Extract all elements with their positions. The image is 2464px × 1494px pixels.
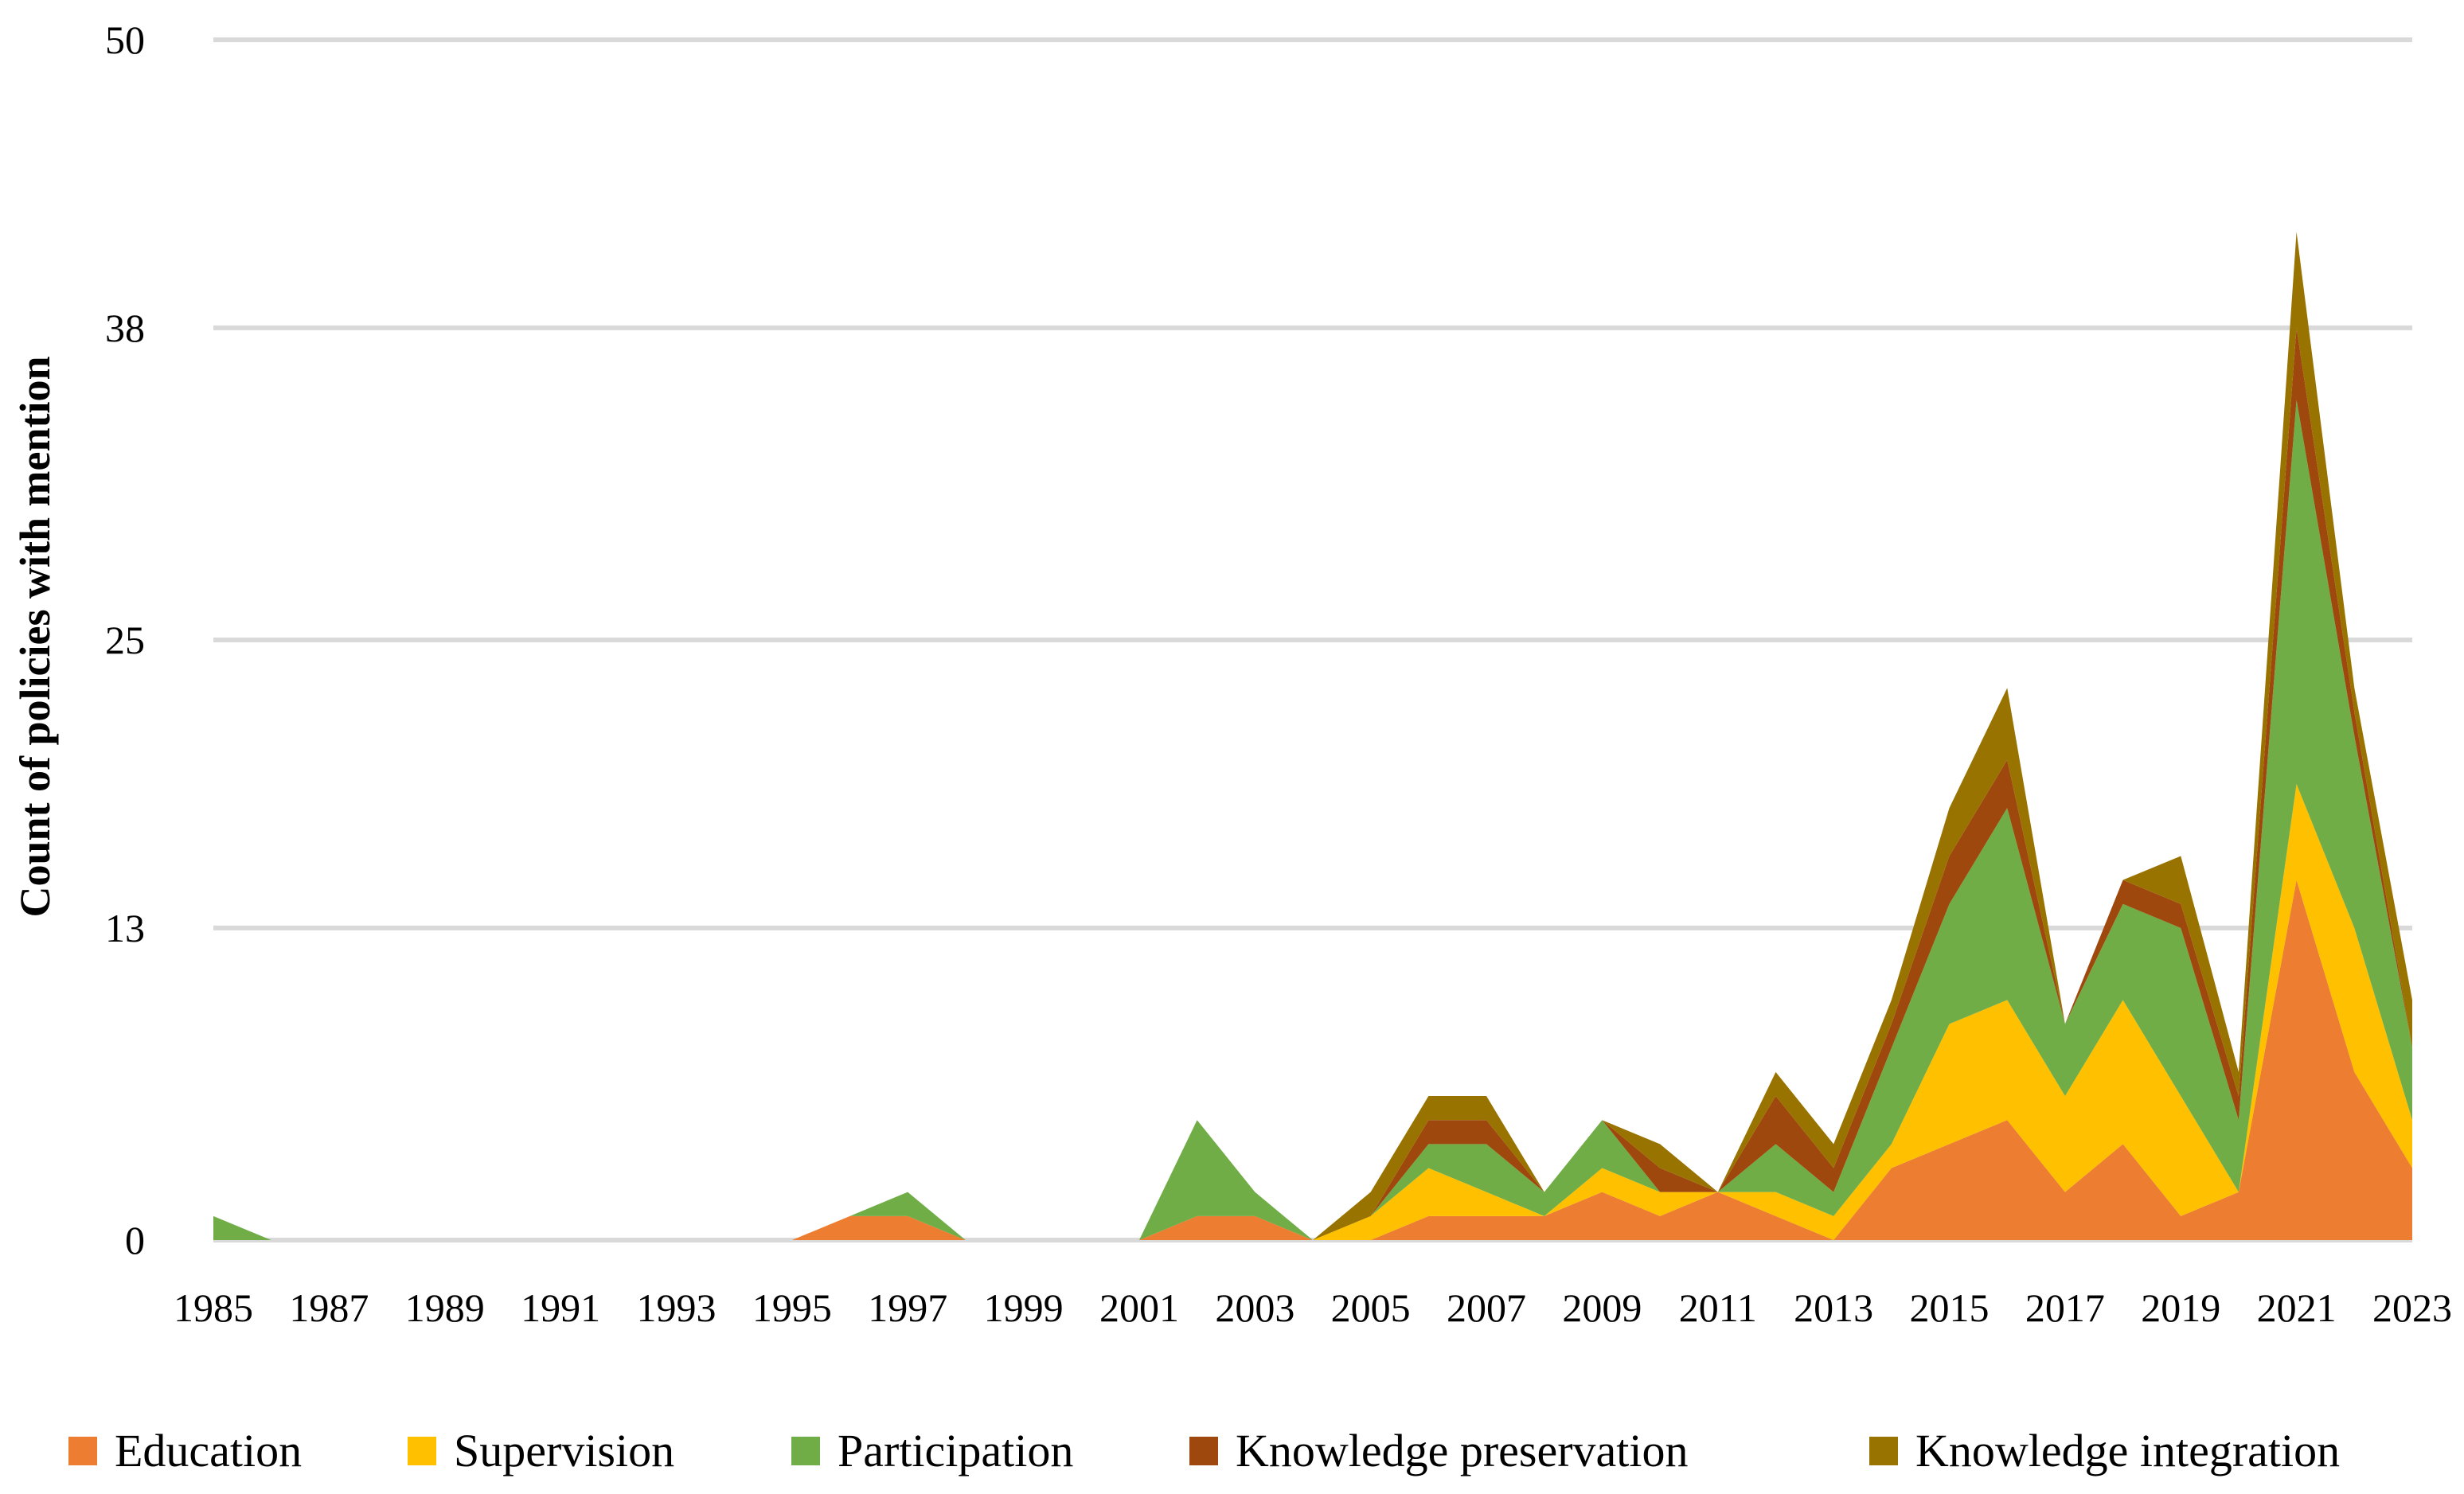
legend-item-participation: Participation — [791, 1425, 1073, 1476]
y-tick-labels: 0 13 25 38 50 — [105, 18, 145, 1262]
legend-label: Education — [115, 1425, 302, 1476]
legend-swatch — [408, 1437, 436, 1465]
y-tick-label: 25 — [105, 618, 145, 662]
x-tick-label: 1995 — [752, 1285, 832, 1330]
x-tick-label: 1991 — [521, 1285, 600, 1330]
x-tick-label: 2019 — [2141, 1285, 2220, 1330]
x-tick-label: 2009 — [1562, 1285, 1642, 1330]
x-tick-label: 1987 — [289, 1285, 369, 1330]
legend: Education Supervision Participation Knowled… — [68, 1425, 2340, 1476]
legend-item-education: Education — [68, 1425, 302, 1476]
x-tick-label: 1985 — [174, 1285, 253, 1330]
area-supervision — [213, 783, 2412, 1240]
legend-item-supervision: Supervision — [408, 1425, 674, 1476]
x-tick-label: 2003 — [1215, 1285, 1294, 1330]
legend-label: Knowledge integration — [1915, 1425, 2340, 1476]
legend-swatch — [1869, 1437, 1898, 1465]
legend-swatch — [68, 1437, 97, 1465]
series-areas — [213, 232, 2412, 1240]
legend-label: Participation — [838, 1425, 1073, 1476]
y-tick-label: 50 — [105, 18, 145, 62]
legend-item-knowledge-preservation: Knowledge preservation — [1189, 1425, 1689, 1476]
x-tick-label: 1993 — [636, 1285, 716, 1330]
y-tick-label: 38 — [105, 306, 145, 350]
x-tick-label: 2013 — [1794, 1285, 1873, 1330]
x-tick-label: 1989 — [405, 1285, 485, 1330]
x-tick-label: 2015 — [1910, 1285, 1990, 1330]
y-tick-label: 13 — [105, 906, 145, 950]
x-tick-label: 1999 — [984, 1285, 1064, 1330]
x-tick-label: 2023 — [2372, 1285, 2452, 1330]
legend-item-knowledge-integration: Knowledge integration — [1869, 1425, 2340, 1476]
legend-swatch — [791, 1437, 820, 1465]
x-tick-labels: 1985 1987 1989 1991 1993 1995 1997 1999 2001 2003… — [174, 1285, 2452, 1330]
y-axis-label: Count of policies with mention — [11, 356, 59, 917]
x-tick-label: 2021 — [2257, 1285, 2337, 1330]
x-tick-label: 2011 — [1679, 1285, 1757, 1330]
x-tick-label: 2007 — [1447, 1285, 1526, 1330]
legend-label: Knowledge preservation — [1236, 1425, 1689, 1476]
x-tick-label: 1997 — [868, 1285, 947, 1330]
x-tick-label: 2005 — [1331, 1285, 1411, 1330]
x-tick-label: 2017 — [2025, 1285, 2105, 1330]
y-tick-label: 0 — [125, 1218, 145, 1262]
x-tick-label: 2001 — [1099, 1285, 1179, 1330]
legend-swatch — [1189, 1437, 1218, 1465]
legend-label: Supervision — [454, 1425, 674, 1476]
